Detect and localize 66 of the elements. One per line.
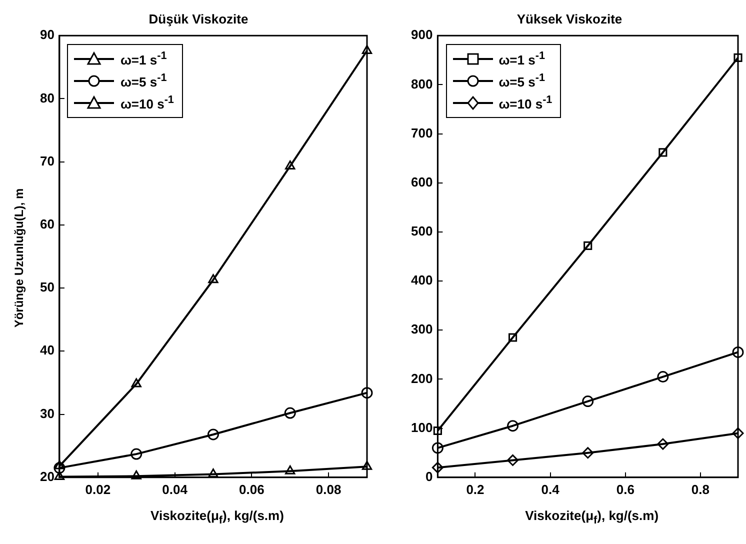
x-tick-label: 0.02 [85, 482, 111, 497]
y-tick-label: 800 [410, 76, 433, 92]
point [362, 460, 372, 470]
y-tick-label: 300 [410, 322, 433, 337]
point [131, 470, 142, 480]
x-tick-label: 0.04 [162, 482, 188, 497]
point [131, 378, 142, 388]
point [207, 428, 219, 440]
x-tick-label: 0.08 [316, 482, 342, 497]
point [208, 274, 218, 284]
y-tick-label: 30 [40, 406, 54, 421]
legend-label: ω=10 s$^{-1}$ [120, 94, 174, 112]
point [507, 420, 519, 432]
legend-label: ω=10 s$^{-1}$ [498, 94, 552, 112]
point [732, 346, 744, 358]
y-tick-label: 90 [40, 27, 54, 42]
point [582, 396, 594, 408]
y-tick-label: 50 [40, 280, 54, 295]
y-tick-label: 0 [425, 468, 433, 484]
point [658, 148, 668, 157]
point [361, 387, 373, 399]
point [582, 447, 594, 459]
point [432, 442, 444, 454]
y-tick-label: 600 [410, 174, 433, 190]
point [208, 468, 218, 478]
y-tick-label: 40 [40, 342, 54, 358]
y-tick-label: 500 [410, 224, 433, 239]
point [507, 454, 519, 466]
point [54, 462, 66, 474]
point [732, 427, 744, 439]
y-tick-label: 100 [410, 420, 433, 435]
y-tick-label: 200 [410, 370, 433, 386]
y-tick-label: 700 [410, 125, 433, 140]
point [584, 241, 592, 250]
point [657, 438, 669, 450]
point [54, 460, 65, 470]
x-tick-label: 0.06 [239, 482, 264, 497]
chart-title: Düşük Viskozite [148, 11, 248, 26]
point [130, 448, 142, 460]
point [432, 462, 444, 474]
point [734, 53, 742, 62]
y-tick-label: 900 [410, 27, 433, 42]
y-tick-label: 60 [40, 216, 54, 232]
point [285, 160, 296, 170]
legend-label: ω=5 s$^{-1}$ [498, 72, 545, 90]
y-axis-title: Yörünge Uzunluğu(L), m [12, 188, 26, 328]
x-axis-title: Viskozite(μ$_{f}$), kg/(s.m) [525, 508, 659, 527]
point [657, 371, 669, 383]
point [284, 407, 296, 419]
y-tick-label: 400 [410, 272, 433, 288]
point [362, 45, 372, 54]
point [285, 465, 296, 474]
x-axis-title: Viskozite(μ$_{f}$), kg/(s.m) [150, 508, 284, 527]
y-tick-label: 80 [40, 90, 54, 106]
x-tick-label: 0.2 [466, 482, 484, 497]
y-tick-label: 70 [40, 153, 54, 168]
x-tick-label: 0.8 [691, 482, 710, 497]
legend-label: ω=5 s$^{-1}$ [120, 72, 167, 90]
x-tick-label: 0.6 [616, 482, 634, 497]
x-tick-label: 0.4 [541, 482, 560, 497]
point [54, 471, 65, 480]
legend-label: ω=1 s$^{-1}$ [120, 50, 167, 68]
legend-label: ω=1 s$^{-1}$ [498, 50, 545, 68]
point [508, 333, 518, 342]
chart-title: Yüksek Viskozite [516, 11, 622, 26]
y-tick-label: 20 [40, 468, 54, 484]
